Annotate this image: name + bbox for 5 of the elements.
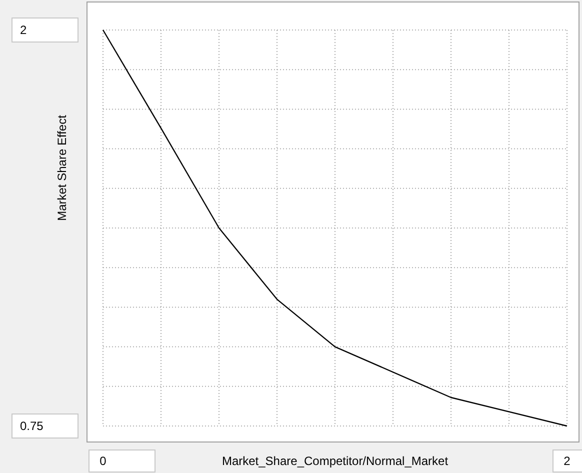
x-tick-label: 0 (100, 454, 107, 468)
line-series (102, 29, 568, 427)
y-tick-label: 0.75 (20, 419, 44, 434)
y-axis-title: Market Share Effect (55, 114, 69, 221)
x-axis-title: Market_Share_Competitor/Normal_Market (222, 454, 449, 468)
